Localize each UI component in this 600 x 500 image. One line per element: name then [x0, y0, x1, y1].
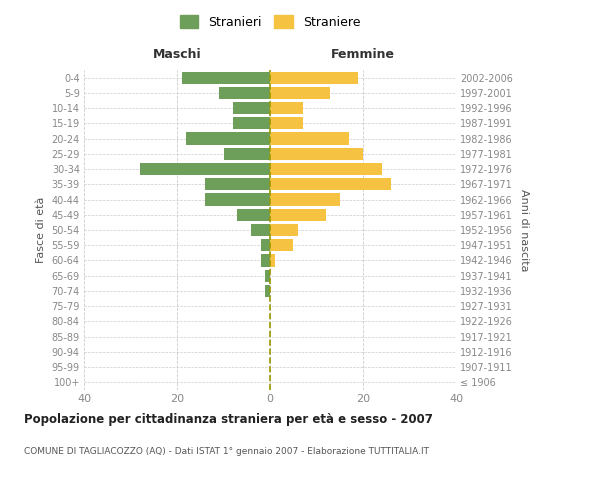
- Text: Maschi: Maschi: [152, 48, 202, 61]
- Bar: [265, 285, 270, 297]
- Bar: [270, 87, 331, 99]
- Bar: [270, 208, 326, 221]
- Bar: [219, 87, 270, 99]
- Bar: [205, 178, 270, 190]
- Bar: [270, 224, 298, 236]
- Bar: [270, 72, 358, 84]
- Bar: [270, 239, 293, 252]
- Text: COMUNE DI TAGLIACOZZO (AQ) - Dati ISTAT 1° gennaio 2007 - Elaborazione TUTTITALI: COMUNE DI TAGLIACOZZO (AQ) - Dati ISTAT …: [24, 448, 429, 456]
- Bar: [233, 102, 270, 114]
- Bar: [140, 163, 270, 175]
- Bar: [270, 163, 382, 175]
- Y-axis label: Anni di nascita: Anni di nascita: [518, 188, 529, 271]
- Bar: [270, 102, 302, 114]
- Bar: [270, 132, 349, 144]
- Bar: [182, 72, 270, 84]
- Bar: [260, 239, 270, 252]
- Bar: [251, 224, 270, 236]
- Bar: [187, 132, 270, 144]
- Bar: [270, 254, 275, 266]
- Bar: [205, 194, 270, 205]
- Text: Popolazione per cittadinanza straniera per età e sesso - 2007: Popolazione per cittadinanza straniera p…: [24, 412, 433, 426]
- Bar: [270, 148, 363, 160]
- Bar: [270, 194, 340, 205]
- Legend: Stranieri, Straniere: Stranieri, Straniere: [176, 11, 364, 32]
- Bar: [238, 208, 270, 221]
- Bar: [265, 270, 270, 282]
- Bar: [233, 117, 270, 130]
- Bar: [223, 148, 270, 160]
- Bar: [260, 254, 270, 266]
- Bar: [270, 178, 391, 190]
- Bar: [270, 117, 302, 130]
- Y-axis label: Fasce di età: Fasce di età: [36, 197, 46, 263]
- Text: Femmine: Femmine: [331, 48, 395, 61]
